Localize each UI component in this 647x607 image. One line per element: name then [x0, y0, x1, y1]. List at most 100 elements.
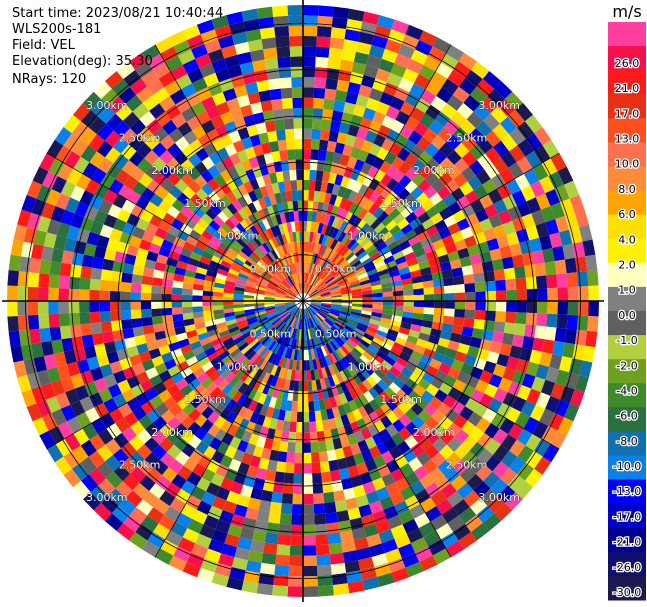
range-label: 1.50km	[184, 393, 226, 406]
gate-cell	[229, 567, 246, 581]
gate-cell	[242, 205, 253, 217]
gate-cell	[229, 264, 241, 273]
gate-cell	[315, 313, 325, 322]
gate-cell	[404, 229, 417, 241]
gate-cell	[303, 463, 312, 474]
gate-cell	[280, 312, 290, 321]
gate-cell	[53, 351, 67, 367]
gate-cell	[282, 108, 294, 120]
gate-cell	[315, 232, 321, 244]
gate-cell	[182, 402, 196, 416]
gate-cell	[310, 301, 322, 304]
gate-cell	[346, 365, 357, 377]
gate-cell	[318, 139, 329, 151]
gate-cell	[339, 59, 354, 72]
gate-cell	[210, 355, 222, 367]
colorbar-tick-label: 4.0	[618, 233, 636, 246]
gate-cell	[274, 320, 283, 329]
gate-cell	[386, 178, 399, 191]
gate-cell	[324, 355, 332, 367]
gate-cell	[556, 314, 568, 329]
gate-cell	[445, 44, 465, 62]
gate-cell	[313, 327, 319, 338]
gate-cell	[387, 72, 403, 87]
gate-cell	[402, 518, 419, 534]
gate-cell	[404, 340, 417, 351]
gate-cell	[418, 150, 433, 166]
gate-cell	[318, 256, 326, 267]
gate-cell	[70, 264, 82, 278]
gate-cell	[501, 450, 518, 468]
gate-cell	[265, 184, 275, 196]
gate-cell	[313, 338, 319, 349]
gate-cell	[275, 305, 286, 310]
gate-cell	[359, 254, 371, 263]
gate-cell	[325, 78, 338, 90]
gate-cell	[271, 491, 283, 504]
gate-cell	[297, 318, 301, 330]
gate-cell	[187, 153, 202, 167]
gate-cell	[39, 153, 56, 172]
gate-cell	[158, 71, 176, 88]
gate-cell	[59, 262, 72, 277]
gate-cell	[275, 304, 286, 309]
gate-cell	[358, 504, 373, 518]
gate-cell	[166, 444, 182, 460]
gate-cell	[277, 139, 288, 151]
gate-cell	[270, 329, 279, 340]
gate-cell	[296, 329, 300, 340]
gate-cell	[461, 265, 474, 276]
gate-cell	[120, 310, 132, 321]
gate-cell	[141, 359, 155, 372]
gate-cell	[474, 310, 486, 321]
gate-cell	[201, 361, 214, 373]
gate-cell	[310, 293, 321, 299]
gate-cell	[410, 537, 428, 553]
gate-cell	[313, 315, 320, 325]
gate-cell	[335, 218, 344, 230]
gate-cell	[246, 124, 259, 137]
gate-cell	[181, 294, 193, 301]
gate-cell	[344, 379, 354, 391]
gate-cell	[259, 318, 270, 326]
gate-cell	[343, 368, 353, 380]
gate-cell	[314, 77, 327, 89]
gate-cell	[210, 473, 225, 487]
gate-cell	[358, 319, 370, 326]
gate-cell	[416, 451, 431, 466]
gate-cell	[313, 277, 320, 287]
gate-cell	[419, 113, 435, 129]
gate-cell	[337, 404, 347, 417]
gate-cell	[274, 332, 282, 343]
gate-cell	[66, 168, 83, 186]
gate-cell	[239, 233, 250, 245]
gate-cell	[171, 287, 183, 295]
gate-cell	[404, 92, 421, 107]
gate-cell	[176, 230, 190, 242]
gate-cell	[252, 390, 263, 403]
gate-cell	[381, 538, 398, 554]
gate-cell	[348, 388, 359, 400]
gate-cell	[376, 15, 395, 30]
gate-cell	[161, 301, 172, 309]
gate-cell	[149, 395, 164, 409]
gate-cell	[321, 302, 332, 306]
gate-cell	[357, 272, 369, 280]
gate-cell	[31, 243, 44, 260]
gate-cell	[104, 71, 124, 89]
gate-cell	[8, 330, 21, 348]
gate-cell	[308, 328, 314, 339]
gate-cell	[253, 222, 263, 234]
gate-cell	[397, 401, 411, 414]
gate-cell	[257, 370, 267, 382]
gate-cell	[270, 226, 278, 238]
gate-cell	[238, 171, 250, 184]
gate-cell	[140, 292, 152, 301]
gate-cell	[282, 170, 291, 182]
gate-cell	[346, 178, 357, 191]
gate-cell	[540, 379, 556, 396]
gate-cell	[227, 344, 239, 355]
gate-cell	[189, 340, 202, 351]
gate-cell	[342, 445, 354, 458]
gate-cell	[220, 111, 234, 125]
